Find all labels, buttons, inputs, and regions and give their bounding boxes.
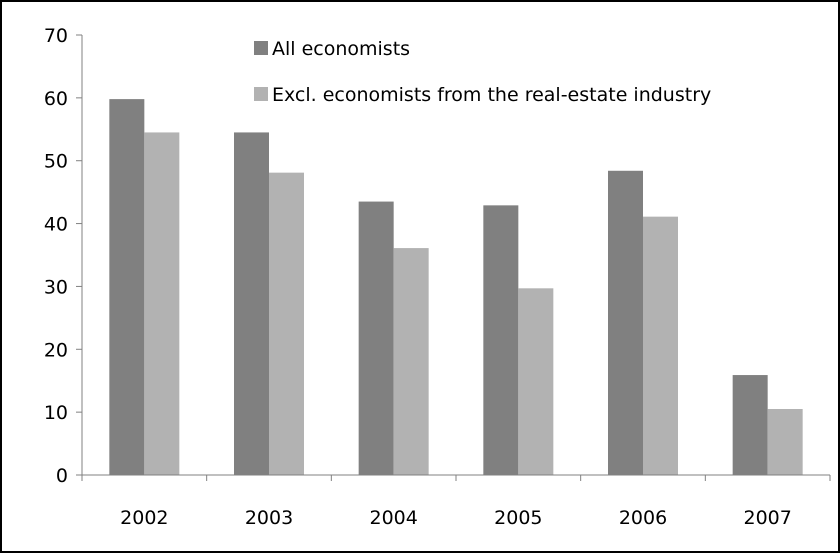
x-tick-label: 2003 xyxy=(245,507,293,529)
y-tick-label: 60 xyxy=(44,88,68,110)
bar-excl-real-estate-2002 xyxy=(144,132,180,475)
y-tick-label: 30 xyxy=(44,276,68,298)
y-tick-label: 0 xyxy=(56,465,68,487)
bar-excl-real-estate-2006 xyxy=(643,216,678,475)
x-tick-label: 2007 xyxy=(743,507,791,529)
bar-all-economists-2002 xyxy=(109,99,145,475)
bar-all-economists-2006 xyxy=(608,170,643,475)
bar-all-economists-2004 xyxy=(358,201,394,476)
bar-excl-real-estate-2004 xyxy=(393,248,429,475)
legend-swatch-all-economists xyxy=(254,41,268,55)
bar-all-economists-2003 xyxy=(234,132,269,475)
x-tick-label: 2004 xyxy=(369,507,417,529)
legend-label-excl-real-estate: Excl. economists from the real-estate in… xyxy=(272,84,711,106)
legend-swatch-excl-real-estate xyxy=(254,87,268,101)
bar-excl-real-estate-2007 xyxy=(767,409,803,475)
y-tick-label: 10 xyxy=(44,402,68,424)
x-tick-label: 2002 xyxy=(120,507,168,529)
bar-excl-real-estate-2003 xyxy=(269,172,304,475)
x-tick-label: 2006 xyxy=(619,507,667,529)
y-tick-label: 20 xyxy=(44,339,68,361)
legend-label-all-economists: All economists xyxy=(272,38,410,60)
bar-excl-real-estate-2005 xyxy=(518,288,554,475)
bar-all-economists-2007 xyxy=(732,375,768,475)
x-tick-label: 2005 xyxy=(494,507,542,529)
bar-all-economists-2005 xyxy=(483,205,519,476)
y-tick-label: 40 xyxy=(44,214,68,236)
y-tick-label: 70 xyxy=(44,25,68,47)
y-tick-label: 50 xyxy=(44,151,68,173)
